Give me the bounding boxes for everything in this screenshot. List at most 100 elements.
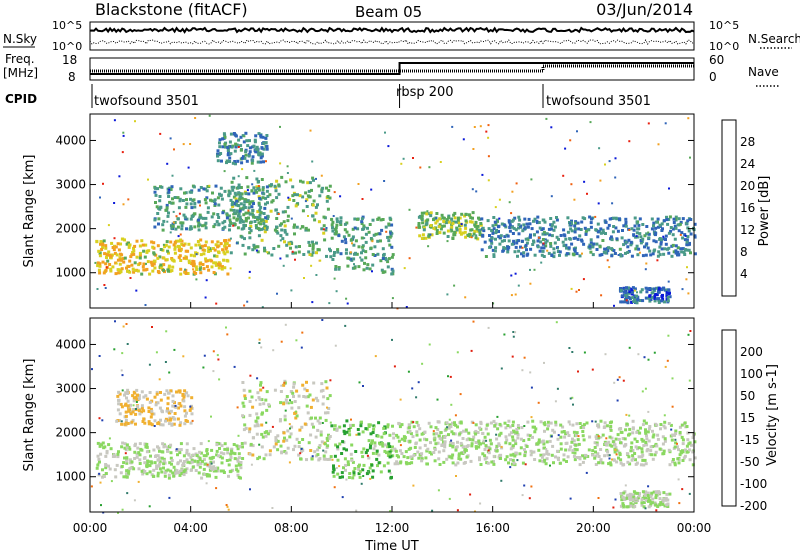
data-cell [232, 195, 236, 199]
data-cell [389, 231, 393, 235]
data-cell [218, 138, 222, 142]
data-cell [478, 233, 482, 236]
noise-cell [286, 165, 289, 168]
data-cell [153, 395, 157, 399]
data-cell [659, 427, 662, 431]
data-cell [183, 215, 187, 219]
data-cell [214, 475, 218, 479]
noise-cell [172, 221, 175, 224]
data-cell [553, 225, 557, 229]
data-cell [105, 252, 109, 256]
data-cell [169, 451, 173, 455]
data-cell [586, 455, 590, 458]
data-cell [259, 388, 263, 392]
data-cell [691, 463, 695, 467]
data-cell [570, 440, 574, 444]
data-cell [173, 412, 177, 415]
data-cell [215, 254, 219, 258]
data-cell [354, 239, 358, 243]
data-cell [341, 440, 345, 444]
data-cell [226, 272, 230, 276]
data-cell [557, 458, 560, 461]
data-cell [189, 190, 193, 194]
data-cell [596, 452, 600, 456]
data-cell [447, 220, 451, 224]
data-cell [309, 433, 313, 437]
data-cell [550, 453, 554, 457]
data-cell [495, 218, 499, 222]
data-cell [361, 430, 365, 434]
data-cell [644, 430, 648, 434]
noise-cell [530, 485, 533, 488]
data-cell [237, 456, 241, 460]
data-cell [114, 245, 118, 249]
data-cell [366, 470, 370, 474]
data-cell [551, 444, 555, 448]
data-cell [331, 220, 335, 224]
data-cell [282, 383, 286, 387]
data-cell [363, 261, 366, 265]
noise-cell [681, 288, 684, 291]
data-cell [189, 261, 193, 265]
data-cell [442, 449, 446, 453]
data-cell [331, 229, 335, 233]
data-cell [654, 450, 658, 454]
data-cell [120, 405, 124, 409]
data-cell [679, 247, 683, 251]
data-cell [283, 379, 287, 383]
data-cell [575, 456, 579, 459]
data-cell [654, 491, 658, 494]
data-cell [483, 457, 487, 461]
data-cell [599, 448, 603, 451]
data-cell [111, 455, 115, 458]
data-cell [152, 448, 156, 452]
data-cell [214, 466, 218, 470]
noise-cell [206, 463, 209, 466]
data-cell [152, 412, 156, 416]
data-cell [631, 419, 635, 423]
data-cell [545, 452, 549, 456]
data-cell [268, 449, 272, 453]
data-cell [161, 248, 165, 252]
data-cell [124, 402, 128, 406]
noise-cell [300, 447, 303, 450]
noise-cell [328, 302, 331, 305]
noise-cell [512, 335, 515, 338]
data-cell [228, 218, 232, 222]
data-cell [295, 414, 299, 418]
data-cell [656, 433, 660, 437]
noise-cell [669, 232, 672, 235]
noise-cell [613, 381, 616, 384]
data-cell [489, 442, 493, 446]
noise-cell [129, 277, 132, 279]
data-cell [147, 410, 151, 413]
data-cell [439, 437, 443, 441]
noise-cell [229, 237, 232, 240]
data-cell [170, 258, 174, 262]
data-cell [390, 267, 394, 271]
data-cell [153, 266, 157, 270]
data-cell [456, 218, 460, 222]
data-cell [138, 412, 142, 416]
data-cell [298, 245, 301, 248]
data-cell [642, 419, 646, 423]
data-cell [573, 458, 577, 462]
data-cell [184, 470, 188, 474]
noise-cell [204, 296, 207, 299]
data-cell [198, 450, 202, 454]
data-cell [198, 465, 202, 469]
data-cell [212, 460, 215, 464]
noise-cell [537, 236, 540, 239]
noise-cell [657, 143, 660, 146]
data-cell [332, 474, 336, 478]
data-cell [571, 437, 574, 441]
data-cell [595, 441, 599, 445]
data-cell [222, 452, 226, 456]
data-cell [250, 395, 254, 399]
data-cell [326, 439, 330, 442]
data-cell [435, 229, 439, 232]
data-cell [162, 462, 166, 466]
data-cell [229, 455, 233, 459]
data-cell [549, 217, 553, 220]
data-cell [165, 258, 169, 262]
